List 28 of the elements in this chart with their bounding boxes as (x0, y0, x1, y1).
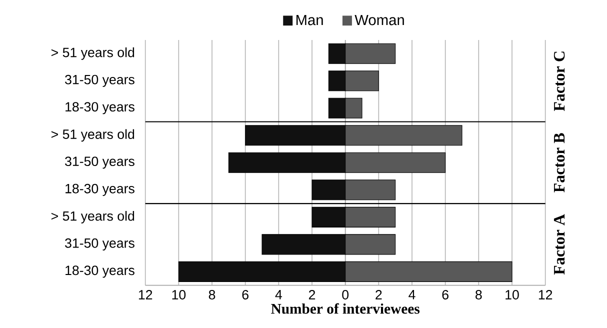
y-tick-label: > 51 years old (51, 47, 134, 60)
y-tick-label: 31-50 years (65, 238, 134, 250)
x-tick-label: 8 (476, 290, 482, 300)
legend-label: Man (296, 14, 323, 26)
x-axis-title: Number of interviewees (271, 303, 420, 314)
text: Factor B (554, 133, 565, 192)
y-tick-label: > 51 years old (51, 129, 134, 142)
x-tick-label: 4 (275, 290, 282, 300)
x-tick-label: 8 (208, 290, 216, 300)
legend-label: Woman (354, 14, 404, 26)
x-tick-label: 0 (342, 290, 349, 300)
x-tick-label: 6 (242, 290, 248, 300)
y-tick-label: 31-50 years (65, 156, 134, 169)
y-tick-label: > 51 years old (51, 210, 134, 224)
x-tick-label: 2 (308, 290, 316, 300)
x-tick-label: 10 (506, 290, 519, 300)
y-tick-label: 18-30 years (66, 102, 134, 114)
x-tick-label: 2 (376, 290, 382, 300)
y-tick-label: 18-30 years (66, 184, 134, 196)
x-tick-label: 4 (408, 290, 416, 300)
y-tick-label: 31-50 years (65, 74, 134, 87)
y-tick-label: 18-30 years (66, 266, 134, 278)
x-tick-label: 12 (538, 290, 552, 300)
text: Factor A (554, 214, 565, 275)
x-tick-label: 6 (442, 290, 448, 300)
x-tick-label: 10 (172, 290, 186, 300)
text: Factor C (554, 52, 565, 112)
x-tick-label: 12 (138, 290, 152, 300)
